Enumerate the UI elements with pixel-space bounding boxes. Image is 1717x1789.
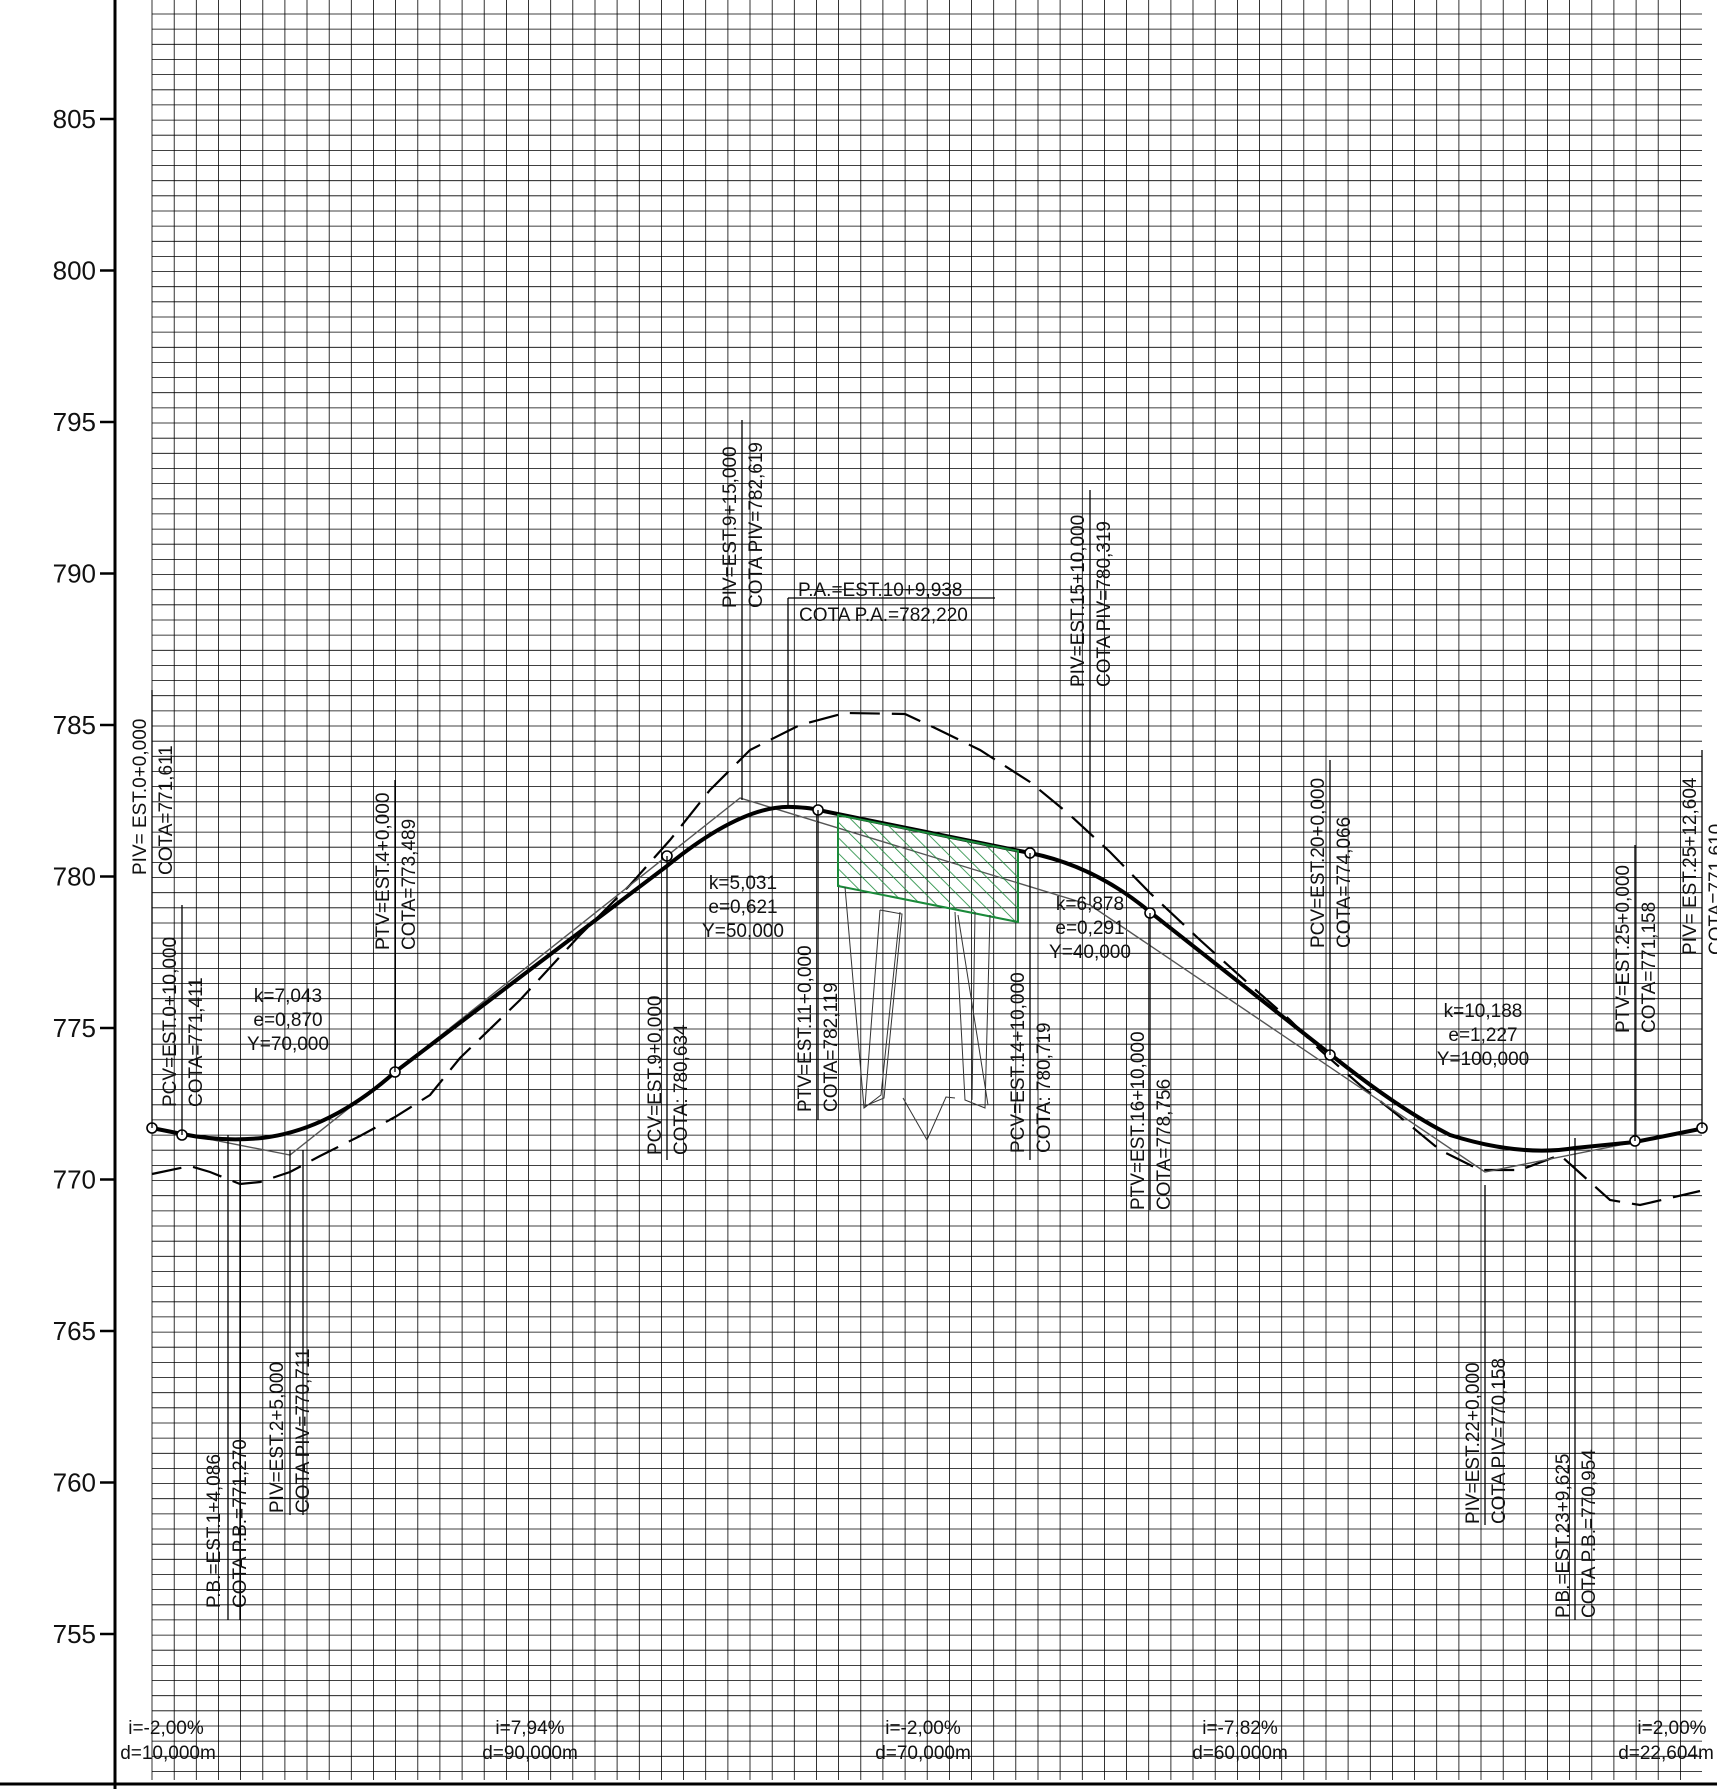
label-ptv-est25: PTV=EST.25+0,000 [1613,865,1634,1033]
label-cota-ptv-est25: COTA=771,158 [1639,902,1660,1033]
label-cota-pcv-est0: COTA=771,411 [186,977,207,1107]
label-cota-pcv-est20: COTA=774,066 [1334,817,1355,948]
curve4-e: e=1,227 [1448,1025,1517,1046]
label-pcv-est9: PCV=EST.9+0,000 [645,996,666,1156]
axis-tick-label: 775 [53,1013,96,1043]
grade-5-slope: i=2,00% [1637,1718,1706,1739]
grade-1-slope: i=-2,00% [128,1718,204,1739]
label-cota-ptv-est16: COTA=778,756 [1154,1079,1175,1210]
curve3-y: Y=40,000 [1049,942,1131,963]
curve2-k: k=5,031 [709,873,777,894]
axis-tick-label: 790 [53,559,96,589]
label-cota-piv-est25: COTA=771,610 [1706,824,1717,955]
label-piv-est25: PIV= EST.25+12,604 [1680,777,1701,955]
grade-2-length: d=90,000m [482,1743,578,1764]
axis-tick-label: 785 [53,710,96,740]
label-cota-ptv-est4: COTA=773,489 [399,819,420,950]
station-labels: PIV= EST.0+0,000 COTA=771,611 PCV=EST.0+… [130,442,1717,1618]
label-cota-ptv-est11: COTA=782,119 [821,982,842,1112]
leader-lines [151,420,1703,1620]
bridge-piers [844,886,991,1142]
label-cota-pa-est10: COTA P.A.=782,220 [799,605,968,626]
label-pb-est1: P.B.=EST.1+4,086 [204,1454,225,1608]
label-piv-est15: PIV=EST.15+10,000 [1068,515,1089,687]
label-pcv-est20: PCV=EST.20+0,000 [1308,778,1329,948]
axis-tick-label: 800 [53,256,96,286]
axis-tick-label: 755 [53,1619,96,1649]
grade-4-slope: i=-7,82% [1202,1718,1278,1739]
label-pcv-est0: PCV=EST.0+10,000 [160,937,181,1107]
curve1-e: e=0,870 [253,1010,322,1031]
curve3-k: k=6,878 [1056,894,1124,915]
label-pb-est23: P.B.=EST.23+9,625 [1553,1454,1574,1618]
terrain-profile-line [151,711,1701,1207]
label-cota-piv-est9: COTA PIV=782,619 [746,442,767,608]
curve4-k: k=10,188 [1444,1001,1523,1022]
grade-3-length: d=70,000m [875,1743,971,1764]
grade-4-length: d=60,000m [1192,1743,1288,1764]
label-cota-pb-est1: COTA P.B.=771,270 [230,1439,251,1608]
grid [151,0,1702,1780]
curve3-e: e=0,291 [1055,918,1124,939]
axis-tick-label: 780 [53,862,96,892]
curve2-y: Y=50,000 [702,921,784,942]
label-pa-est10: P.A.=EST.10+9,938 [798,580,962,601]
axis-tick-label: 765 [53,1316,96,1346]
axis-tick-label: 805 [53,104,96,134]
grade-annotations: i=-2,00% d=10,000m i=7,94% d=90,000m i=-… [120,1718,1714,1764]
axis-tick-label: 760 [53,1468,96,1498]
curve4-y: Y=100,000 [1437,1049,1529,1070]
label-ptv-est4: PTV=EST.4+0,000 [373,793,394,950]
label-cota-piv-est2: COTA PIV=770,711 [293,1348,314,1513]
pa-label: P.A.=EST.10+9,938 COTA P.A.=782,220 [798,580,968,626]
label-pcv-est14: PCV=EST.14+10,000 [1008,972,1029,1153]
label-cota-est0: COTA=771,611 [156,745,177,875]
curve1-k: k=7,043 [254,986,322,1007]
label-piv-est9: PIV=EST.9+15,000 [720,446,741,608]
bridge-deck-hatch [837,813,1019,924]
label-cota-piv-est15: COTA PIV=780,319 [1094,521,1115,687]
label-piv-est0: PIV= EST.0+0,000 [130,719,151,875]
label-ptv-est11: PTV=EST.11+0,000 [795,945,816,1112]
label-piv-est2: PIV=EST.2+5,000 [267,1362,288,1513]
label-cota-pcv-est14: COTA: 780,719 [1034,1022,1055,1153]
axis-tick-label: 795 [53,407,96,437]
axis-tick-label: 770 [53,1165,96,1195]
grade-1-length: d=10,000m [120,1743,216,1764]
curve2-e: e=0,621 [708,897,777,918]
curve-parameters: k=7,043 e=0,870 Y=70,000 k=5,031 e=0,621… [247,873,1529,1070]
label-cota-pcv-est9: COTA: 780,634 [671,1024,692,1155]
grade-5-length: d=22,604m [1618,1743,1714,1764]
label-cota-pb-est23: COTA P.B.=770,954 [1579,1449,1600,1618]
curve1-y: Y=70,000 [247,1034,329,1055]
label-cota-piv-est22: COTA PIV=770,158 [1489,1358,1510,1524]
label-ptv-est16: PTV=EST.16+10,000 [1128,1031,1149,1210]
grade-3-slope: i=-2,00% [885,1718,961,1739]
label-piv-est22: PIV=EST.22+0,000 [1463,1362,1484,1524]
grade-2-slope: i=7,94% [495,1718,564,1739]
